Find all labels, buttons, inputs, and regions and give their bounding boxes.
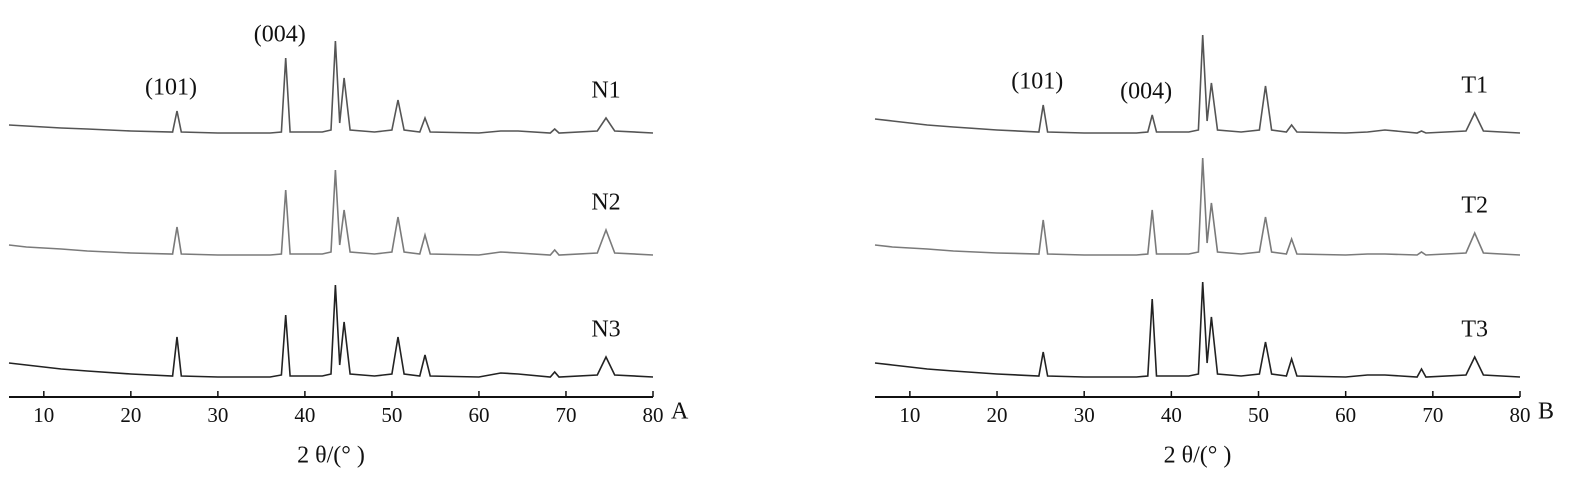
x-tick-label: 30 <box>207 403 228 427</box>
series-line <box>8 169 654 256</box>
peak-annotation: (101) <box>1011 69 1063 95</box>
panel-label: A <box>671 399 689 425</box>
series-label: N3 <box>591 317 620 343</box>
series-label: T1 <box>1461 73 1488 99</box>
peak-annotation: (004) <box>254 22 306 48</box>
x-tick-label: 60 <box>1335 403 1356 427</box>
x-tick-label: 50 <box>1248 403 1269 427</box>
peak-annotation: (004) <box>1120 79 1172 105</box>
x-tick-label: 70 <box>555 403 576 427</box>
series-line <box>874 281 1521 378</box>
series-label: N2 <box>591 190 620 216</box>
series-label: T3 <box>1461 317 1488 343</box>
series-line <box>874 157 1521 256</box>
x-tick-label: 10 <box>899 403 920 427</box>
series-line <box>874 34 1521 134</box>
series-label: T2 <box>1461 193 1488 219</box>
x-tick-label: 40 <box>294 403 315 427</box>
series-line <box>8 284 654 378</box>
x-tick-label: 80 <box>643 403 664 427</box>
x-tick-label: 20 <box>120 403 141 427</box>
x-tick-label: 30 <box>1074 403 1095 427</box>
series-line <box>8 40 654 134</box>
x-tick-label: 80 <box>1510 403 1531 427</box>
x-tick-label: 50 <box>381 403 402 427</box>
x-tick-label: 60 <box>468 403 489 427</box>
panel-label: B <box>1538 399 1554 425</box>
x-tick-label: 10 <box>33 403 54 427</box>
x-axis-label: 2 θ/(° ) <box>1164 443 1232 469</box>
x-tick-label: 40 <box>1161 403 1182 427</box>
x-tick-label: 20 <box>987 403 1008 427</box>
x-tick-label: 70 <box>1422 403 1443 427</box>
x-axis-label: 2 θ/(° ) <box>297 443 365 469</box>
series-label: N1 <box>591 78 620 104</box>
peak-annotation: (101) <box>145 75 197 101</box>
